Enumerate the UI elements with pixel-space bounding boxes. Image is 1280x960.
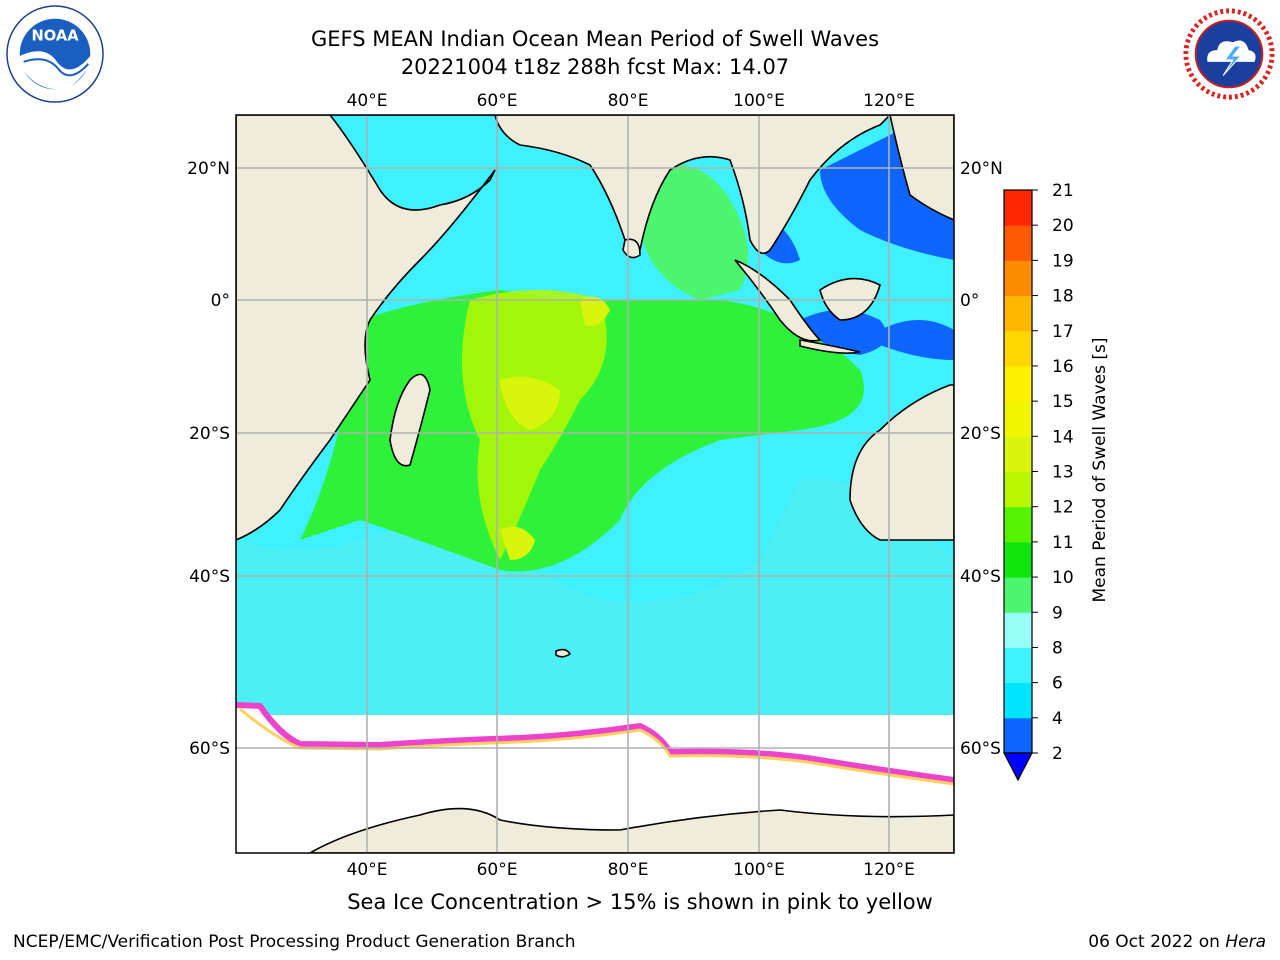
- colorbar-tick-label: 10: [1052, 568, 1074, 588]
- lon-label-bottom: 60°E: [477, 860, 518, 880]
- lat-label-left: 20°N: [187, 159, 230, 179]
- lon-label-bottom: 120°E: [863, 860, 915, 880]
- lon-label-top: 60°E: [477, 91, 518, 111]
- footer-credit: NCEP/EMC/Verification Post Processing Pr…: [13, 932, 576, 952]
- colorbar-segment: [1004, 190, 1032, 226]
- colorbar-tick-label: 19: [1052, 251, 1074, 271]
- svg-text:NOAA: NOAA: [31, 27, 79, 44]
- antarctica-landmass: [308, 807, 954, 853]
- nws-logo: [1180, 5, 1278, 103]
- map-subtitle: 20221004 t18z 288h fcst Max: 14.07: [400, 55, 790, 79]
- map-frame: [235, 114, 955, 854]
- colorbar-segment: [1004, 717, 1032, 754]
- colorbar-tick-label: 21: [1052, 181, 1074, 201]
- lat-label-left: 0°: [211, 291, 230, 311]
- lat-label-right: 20°N: [960, 159, 1003, 179]
- lon-label-bottom: 100°E: [733, 860, 785, 880]
- colorbar-segment: [1004, 225, 1032, 261]
- swell-period-10s-zone: [300, 290, 864, 572]
- colorbar-tick-label: 15: [1052, 392, 1074, 412]
- lon-label-top: 80°E: [608, 91, 649, 111]
- colorbar-under-arrow: [1003, 752, 1033, 782]
- graticule: [236, 115, 954, 853]
- map-title: GEFS MEAN Indian Ocean Mean Period of Sw…: [310, 27, 880, 51]
- colorbar-tick-label: 17: [1052, 322, 1074, 342]
- colorbar-segment: [1004, 682, 1032, 719]
- colorbar-tick-label: 18: [1052, 287, 1074, 307]
- colorbar: 2 4 6 8 9 10 11 12 13 14 15 16 17 18 19 20 21: [1003, 181, 1074, 782]
- colorbar-tick-label: 16: [1052, 357, 1074, 377]
- lon-label-top: 40°E: [347, 91, 388, 111]
- colorbar-segment: [1004, 330, 1032, 367]
- sea-ice-edge: [236, 702, 954, 783]
- lat-label-right: 20°S: [960, 424, 1001, 444]
- colorbar-tick-label: 6: [1052, 674, 1063, 694]
- colorbar-tick-label: 8: [1052, 638, 1063, 658]
- colorbar-segment: [1004, 471, 1032, 508]
- colorbar-segment: [1004, 365, 1032, 402]
- madagascar: [389, 373, 431, 467]
- colorbar-tick-label: 9: [1052, 603, 1063, 623]
- map-area: [236, 115, 954, 853]
- colorbar-segment: [1004, 401, 1032, 437]
- lon-label-top: 100°E: [733, 91, 785, 111]
- lat-label-right: 60°S: [960, 739, 1001, 759]
- colorbar-segment: [1004, 506, 1032, 543]
- colorbar-segment: [1004, 647, 1032, 684]
- colorbar-tick-label: 2: [1052, 744, 1063, 764]
- colorbar-tick-label: 20: [1052, 216, 1074, 236]
- asia-landmass: [236, 115, 892, 257]
- lat-label-left: 20°S: [189, 424, 230, 444]
- lat-label-right: 0°: [960, 291, 979, 311]
- colorbar-tick-label: 12: [1052, 498, 1074, 518]
- lat-label-left: 40°S: [189, 567, 230, 587]
- kerguelen-island: [555, 648, 572, 658]
- colorbar-segment: [1004, 612, 1032, 648]
- lat-label-right: 40°S: [960, 567, 1001, 587]
- colorbar-label: Mean Period of Swell Waves [s]: [1090, 338, 1110, 603]
- lon-label-bottom: 40°E: [347, 860, 388, 880]
- lon-label-top: 120°E: [863, 91, 915, 111]
- sea-ice-caption: Sea Ice Concentration > 15% is shown in …: [347, 890, 933, 914]
- colorbar-tick-label: 13: [1052, 463, 1074, 483]
- colorbar-tick-label: 14: [1052, 427, 1074, 447]
- colorbar-segment: [1004, 436, 1032, 472]
- bay-of-bengal-swell-zone: [640, 164, 748, 300]
- lat-label-left: 60°S: [189, 739, 230, 759]
- australia-landmass: [849, 384, 954, 541]
- colorbar-segment: [1004, 577, 1032, 613]
- swell-period-13s-zone: [500, 376, 560, 430]
- colorbar-segment: [1004, 295, 1032, 332]
- lon-label-bottom: 80°E: [608, 860, 649, 880]
- colorbar-segment: [1004, 260, 1032, 297]
- colorbar-segment: [1004, 541, 1032, 578]
- colorbar-tick-label: 4: [1052, 709, 1063, 729]
- colorbar-tick-label: 11: [1052, 533, 1074, 553]
- noaa-logo: NOAA: [6, 5, 104, 103]
- footer-date: 06 Oct 2022 on Hera: [1088, 932, 1266, 952]
- java: [799, 339, 861, 354]
